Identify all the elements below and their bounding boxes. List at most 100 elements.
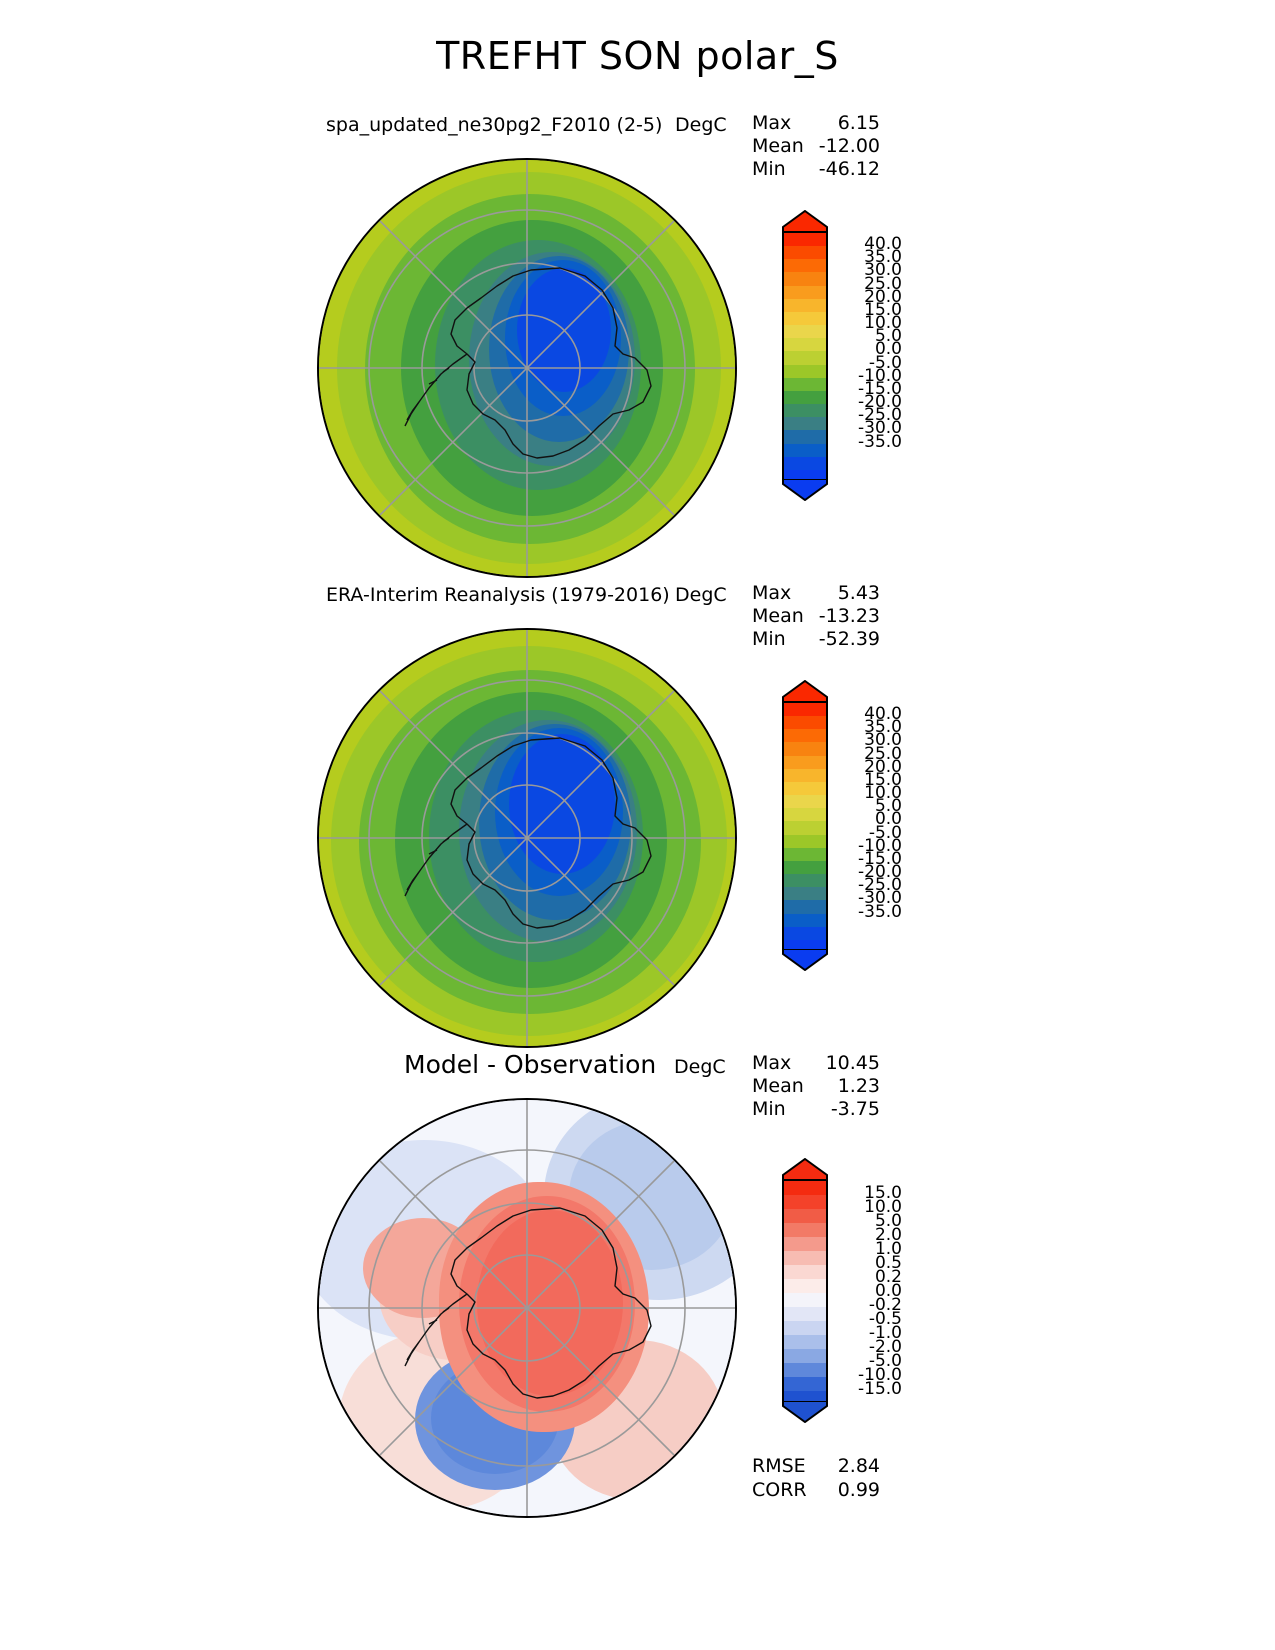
stat-value: 10.45	[825, 1052, 880, 1074]
colorbar-tick-label: -0.2	[868, 1295, 902, 1315]
colorbar-tick-label: -2.0	[868, 1337, 902, 1357]
colorbar-tick-label: 0.5	[874, 1253, 902, 1273]
panel-units: DegC	[674, 1056, 726, 1078]
stat-value: 1.23	[837, 1075, 880, 1097]
colorbar-tick-label: 5.0	[874, 796, 902, 817]
colorbar-tick-label: 30.0	[864, 730, 902, 751]
colorbar-tick-label: 0.2	[874, 1267, 902, 1287]
colorbar-segment	[784, 1265, 826, 1279]
colorbar-segment	[784, 1251, 826, 1265]
stat-label: CORR	[752, 1479, 807, 1501]
stat-row: Max 5.43	[752, 582, 880, 605]
colorbar-segment	[784, 430, 826, 444]
colorbar-segment	[784, 311, 826, 326]
colorbar-tick-label: 15.0	[864, 299, 902, 320]
panel-subtitle: spa_updated_ne30pg2_F2010 (2-5)	[326, 114, 663, 136]
colorbar-temperature: 40.0 35.0 30.0 25.0 20.0 15.0 10.0 5.0 0.0 -5.0 -1…	[782, 680, 962, 980]
panel-header: ERA-Interim Reanalysis (1979-2016) DegC	[0, 580, 1275, 614]
panel-units: DegC	[675, 584, 727, 606]
colorbar-segment	[784, 1223, 826, 1237]
colorbar-segment	[784, 404, 826, 418]
colorbar-tick-label: 5.0	[874, 326, 902, 347]
colorbar-segment	[784, 887, 826, 901]
colorbar-tick-label: -35.0	[858, 431, 902, 452]
colorbar-segment	[784, 703, 826, 717]
panel-subtitle: Model - Observation	[404, 1050, 657, 1079]
colorbar-temperature: 40.0 35.0 30.0 25.0 20.0 15.0 10.0 5.0 0.0 -5.0 -1…	[782, 210, 962, 510]
colorbar-segment	[784, 285, 826, 299]
colorbar-tick-label: 10.0	[864, 313, 902, 334]
colorbar-segment	[784, 1237, 826, 1251]
stat-label: Mean	[752, 135, 804, 157]
colorbar-tick-label: 5.0	[874, 1211, 902, 1231]
colorbar-tick-label: 0.0	[874, 339, 902, 360]
colorbar-tick-label: -10.0	[858, 365, 902, 386]
stat-row: Max 6.15	[752, 112, 880, 135]
page-title: TREFHT SON polar_S	[436, 34, 839, 78]
colorbar-segment	[784, 781, 826, 796]
colorbar-segment	[784, 390, 826, 405]
colorbar-tick-label: -15.0	[858, 378, 902, 399]
colorbar-segment	[784, 1349, 826, 1363]
stat-value: 6.15	[837, 112, 880, 134]
colorbar-tick-label: 40.0	[864, 234, 902, 255]
colorbar-segment	[784, 1321, 826, 1335]
colorbar-segment	[784, 456, 826, 470]
colorbar-segment	[784, 417, 826, 431]
colorbar-tick-label: 2.0	[874, 1225, 902, 1245]
colorbar-segment	[784, 364, 826, 378]
colorbar-tick-label: -15.0	[858, 848, 902, 869]
colorbar-tick-label: 25.0	[864, 743, 902, 764]
colorbar-segment	[784, 1279, 826, 1293]
colorbar-body	[782, 701, 828, 953]
colorbar-tick-label: -25.0	[858, 405, 902, 426]
colorbar-segment	[784, 443, 826, 457]
stat-row: Mean -13.23	[752, 605, 880, 628]
coastline	[404, 737, 652, 929]
stat-label: Mean	[752, 1075, 804, 1097]
stat-value: -12.00	[818, 135, 880, 157]
colorbar-tick-label: 10.0	[864, 783, 902, 804]
colorbar-tick-label: -5.0	[868, 1351, 902, 1371]
colorbar-cap-bottom	[782, 479, 828, 501]
stat-row: RMSE 2.84	[752, 1454, 880, 1478]
colorbar-segment	[784, 298, 826, 312]
stat-label: Max	[752, 1052, 792, 1074]
colorbar-tick-label: -20.0	[858, 862, 902, 883]
colorbar-segment	[784, 1209, 826, 1223]
colorbar-segment	[784, 1195, 826, 1209]
colorbar-body	[782, 231, 828, 483]
colorbar-segment	[784, 259, 826, 273]
stat-row: Mean 1.23	[752, 1075, 880, 1098]
colorbar-segment	[784, 1181, 826, 1195]
colorbar-tick-label: -15.0	[858, 1379, 902, 1399]
colorbar-cap-top	[782, 1158, 828, 1180]
stat-value: -3.75	[830, 1098, 880, 1120]
colorbar-segment	[784, 272, 826, 286]
colorbar-segment	[784, 351, 826, 365]
polar-map-difference	[317, 1098, 737, 1518]
colorbar-cap-bottom	[782, 1401, 828, 1423]
colorbar-tick-label: 1.0	[874, 1239, 902, 1259]
colorbar-segment	[784, 1377, 826, 1391]
colorbar-segment	[784, 768, 826, 782]
colorbar-tick-label: 40.0	[864, 704, 902, 725]
colorbar-segment	[784, 233, 826, 247]
colorbar-segment	[784, 860, 826, 875]
colorbar-segment	[784, 874, 826, 888]
colorbar-segment	[784, 246, 826, 260]
colorbar-segment	[784, 795, 826, 809]
colorbar-segment	[784, 325, 826, 339]
colorbar-segment	[784, 808, 826, 822]
polar-map-model	[317, 158, 737, 578]
stat-value: 0.99	[837, 1479, 880, 1501]
colorbar-difference: 15.0 10.0 5.0 2.0 1.0 0.5 0.2 0.0 -0.2 -0.5 -1.0 -2…	[782, 1158, 962, 1448]
stat-row: Mean -12.00	[752, 135, 880, 158]
colorbar-segment	[784, 834, 826, 848]
panel-stats: Max 6.15 Mean -12.00 Min -46.12	[752, 112, 880, 181]
colorbar-tick-label: 15.0	[864, 769, 902, 790]
colorbar-tick-label: -0.5	[868, 1309, 902, 1329]
stat-row: Max 10.45	[752, 1052, 880, 1075]
colorbar-segment	[784, 377, 826, 391]
colorbar-segment	[784, 338, 826, 352]
